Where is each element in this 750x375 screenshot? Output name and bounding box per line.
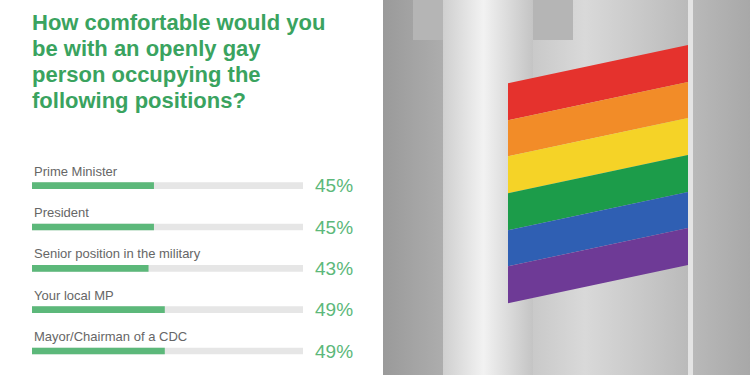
svg-text:43%: 43% [315, 258, 353, 279]
svg-text:Your local MP: Your local MP [34, 288, 114, 303]
svg-text:45%: 45% [315, 175, 353, 196]
svg-text:49%: 49% [315, 341, 353, 362]
svg-text:Prime Minister: Prime Minister [34, 164, 118, 179]
html-text:How comfortable would you be w: How comfortable would you be with an ope… [32, 10, 326, 113]
svg-text:49%: 49% [315, 299, 353, 320]
svg-text:45%: 45% [315, 217, 353, 238]
svg-text:President: President [34, 205, 89, 220]
svg-text:Mayor/Chairman of a CDC: Mayor/Chairman of a CDC [34, 329, 187, 344]
svg-text:Senior position in the militar: Senior position in the military [34, 246, 201, 261]
